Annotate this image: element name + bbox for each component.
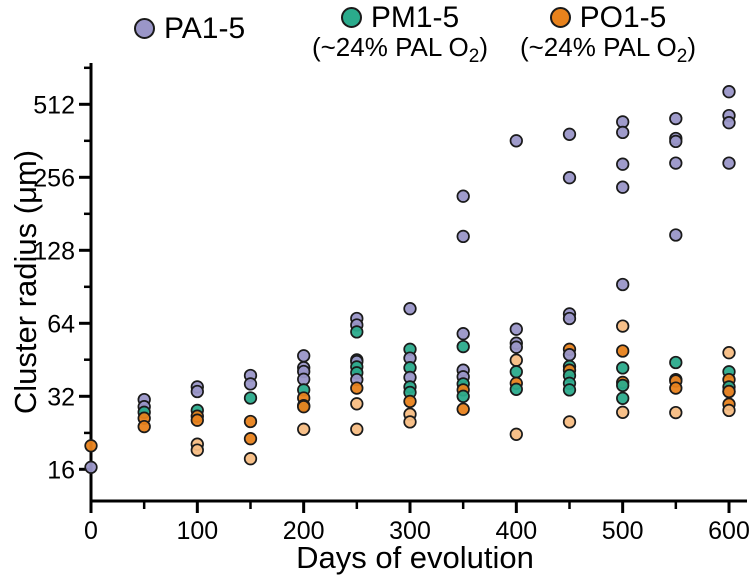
data-point: [616, 180, 630, 194]
data-point: [190, 413, 204, 427]
y-tick-label: 512: [33, 91, 75, 119]
data-point: [616, 405, 630, 419]
legend-label-pa1-5: PA1-5: [164, 12, 246, 45]
legend-label-pm1-5: PM1-5: [370, 1, 460, 34]
data-point: [350, 381, 364, 395]
x-tick-label: 500: [602, 517, 644, 545]
legend-label-po1-5: PO1-5: [579, 1, 667, 34]
data-point: [616, 378, 630, 393]
data-point: [509, 382, 523, 396]
data-point: [403, 302, 417, 316]
data-point: [297, 400, 311, 414]
data-point: [669, 355, 683, 370]
y-tick-label: 16: [47, 456, 75, 484]
data-point: [403, 394, 417, 409]
x-tick-label: 400: [495, 517, 537, 545]
data-point: [509, 340, 523, 354]
data-point: [722, 346, 736, 360]
y-tick-label: 32: [47, 383, 75, 411]
data-point: [456, 339, 470, 354]
legend-swatch-pm1-5-icon: [340, 7, 362, 29]
data-point: [562, 171, 577, 185]
data-point: [616, 157, 630, 171]
x-tick-label: 300: [389, 517, 431, 545]
data-point: [350, 325, 364, 339]
data-point: [669, 405, 683, 420]
data-point: [562, 311, 577, 326]
data-point: [616, 319, 630, 333]
data-point: [722, 116, 736, 130]
legend-item-pm1-5: PM1-5 (~24% PAL O2): [300, 2, 500, 66]
data-point: [509, 353, 523, 367]
data-point: [137, 419, 151, 434]
data-point: [509, 427, 523, 441]
data-point: [509, 365, 523, 379]
data-point: [243, 414, 258, 429]
data-point: [722, 384, 736, 399]
data-point: [509, 134, 523, 148]
data-point: [509, 322, 523, 336]
data-point: [350, 422, 364, 436]
legend-sublabel-po1-5: (~24% PAL O2): [519, 31, 697, 67]
data-point: [190, 443, 204, 457]
data-point: [722, 85, 736, 99]
data-point: [669, 156, 683, 170]
data-point: [616, 125, 630, 140]
data-point: [350, 397, 364, 411]
data-point: [243, 391, 258, 405]
y-tick-label: 256: [33, 164, 75, 192]
y-tick-label: 64: [47, 310, 75, 338]
legend-item-po1-5: PO1-5 (~24% PAL O2): [508, 2, 708, 66]
data-point: [722, 156, 736, 170]
legend-item-pa1-5: PA1-5: [134, 13, 245, 45]
data-point: [616, 344, 630, 358]
data-point: [616, 361, 630, 375]
x-tick-label: 200: [283, 517, 325, 545]
data-point: [456, 189, 470, 203]
legend-sublabel-pm1-5: (~24% PAL O2): [311, 31, 489, 67]
data-point: [297, 422, 311, 436]
x-tick-label: 600: [708, 517, 750, 545]
x-tick-label: 100: [176, 517, 218, 545]
data-point: [243, 452, 258, 466]
data-point: [669, 134, 683, 149]
y-tick-label: 128: [33, 237, 75, 265]
data-point: [456, 229, 470, 244]
data-point: [562, 127, 577, 141]
data-point: [669, 228, 683, 242]
data-point: [669, 111, 683, 126]
data-point: [456, 402, 470, 416]
data-point: [243, 377, 258, 391]
data-point: [243, 432, 258, 446]
data-point: [456, 389, 470, 403]
data-point: [190, 384, 204, 399]
data-point: [562, 383, 577, 397]
x-axis-title: Days of evolution: [296, 540, 534, 575]
data-point: [456, 327, 470, 341]
data-point: [669, 381, 683, 395]
data-point: [616, 391, 630, 405]
data-point: [722, 403, 736, 418]
data-point: [562, 348, 577, 362]
legend-swatch-po1-5-icon: [549, 7, 571, 29]
data-point: [616, 277, 630, 292]
axes: 16 32 64 128 256 512 0 100 200 300 400 500 600: [33, 63, 750, 545]
x-tick-label: 0: [84, 517, 98, 545]
data-point: [84, 439, 98, 453]
data-point: [84, 460, 98, 474]
y-axis-title: Cluster radius (μm): [8, 150, 43, 414]
legend-swatch-pa1-5-icon: [134, 18, 155, 40]
data-point: [403, 415, 417, 429]
data-points: [84, 85, 736, 474]
data-point: [562, 415, 577, 429]
data-point: [297, 349, 311, 363]
